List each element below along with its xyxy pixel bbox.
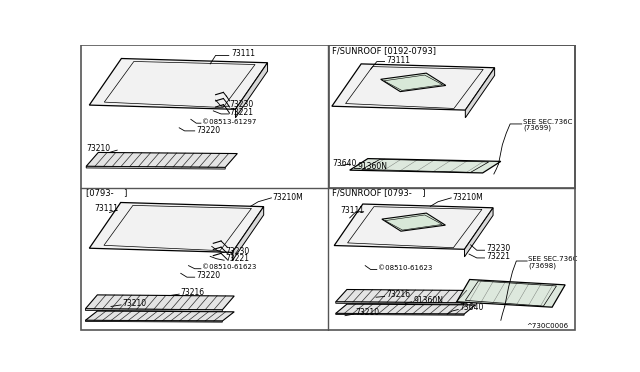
Text: ©08513-61297: ©08513-61297 [202,119,257,125]
Bar [329,45,575,188]
Text: 73221: 73221 [486,252,510,261]
Text: 73220: 73220 [196,271,220,280]
Polygon shape [85,309,222,311]
Polygon shape [465,68,495,118]
Polygon shape [86,166,225,169]
Text: 73221: 73221 [226,254,250,263]
Text: 73111: 73111 [94,204,118,213]
Text: F/SUNROOF [0793-    ]: F/SUNROOF [0793- ] [332,188,426,197]
Polygon shape [86,153,237,167]
Text: (73699): (73699) [524,125,551,131]
Polygon shape [457,279,565,307]
Text: [0793-    ]: [0793- ] [86,188,127,197]
Text: (73698): (73698) [528,262,556,269]
Text: ©08510-61623: ©08510-61623 [378,265,433,271]
Text: 73210: 73210 [355,308,380,317]
Polygon shape [336,304,476,314]
Text: 91360N: 91360N [358,162,387,171]
Text: 73230: 73230 [230,100,254,109]
Polygon shape [85,311,234,321]
Text: F/SUNROOF [0192-0793]: F/SUNROOF [0192-0793] [332,46,436,55]
Text: 73111: 73111 [340,206,364,215]
Polygon shape [349,158,501,173]
Text: 73111: 73111 [231,49,255,58]
Polygon shape [465,208,493,257]
Text: 73221: 73221 [230,108,253,117]
Text: 73216: 73216 [386,291,410,299]
Polygon shape [381,73,446,92]
Text: ©08510-61623: ©08510-61623 [202,264,257,270]
Polygon shape [85,320,222,322]
Text: 73111: 73111 [386,55,410,64]
Polygon shape [232,207,264,261]
Polygon shape [236,63,268,118]
Text: 73640: 73640 [332,160,356,169]
Text: 73230: 73230 [486,244,510,253]
Text: SEE SEC.736C: SEE SEC.736C [528,256,577,262]
Text: 73210M: 73210M [452,193,483,202]
Polygon shape [332,64,495,110]
Polygon shape [382,213,445,231]
Text: 73640: 73640 [460,304,484,312]
Text: ^730C0006: ^730C0006 [526,323,568,329]
Text: SEE SEC.736C: SEE SEC.736C [524,119,573,125]
Text: 73220: 73220 [196,126,220,135]
Polygon shape [85,295,234,310]
Text: 73210M: 73210M [272,193,303,202]
Text: 73210: 73210 [123,299,147,308]
Text: 73216: 73216 [180,288,205,297]
Polygon shape [336,289,476,303]
Text: 73230: 73230 [226,247,250,256]
Polygon shape [336,302,464,304]
Polygon shape [90,58,268,109]
Text: 73210: 73210 [86,144,110,153]
Polygon shape [90,202,264,252]
Text: 91360N: 91360N [413,296,444,305]
Polygon shape [336,313,464,315]
Polygon shape [334,204,493,249]
